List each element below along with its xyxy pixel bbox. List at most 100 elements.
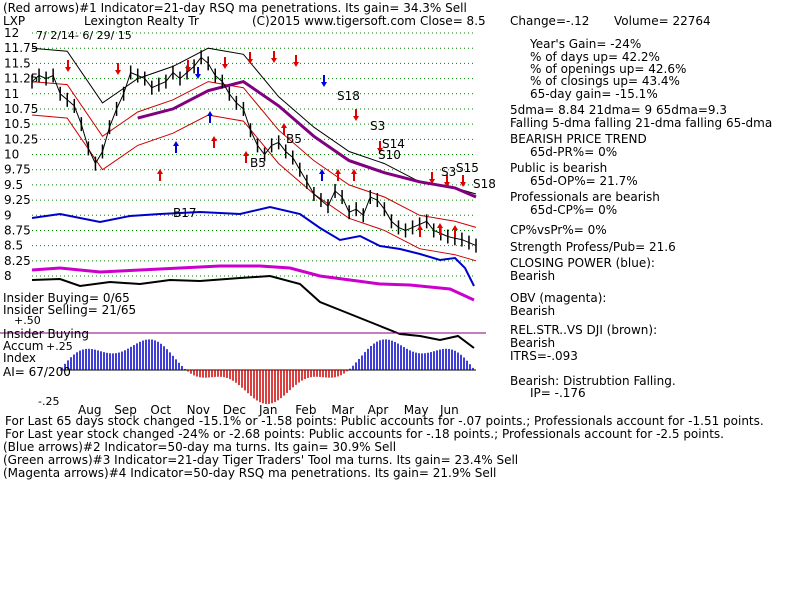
days-up: % of days up= 42.2% <box>530 50 660 64</box>
price-grid <box>32 32 476 277</box>
ma21-line <box>31 81 477 228</box>
cpvspr: CP%vsPr%= 0% <box>510 223 607 237</box>
red-sell-arrow-icon <box>377 148 383 153</box>
red-sell-arrow-icon <box>115 70 121 75</box>
rel-str-line <box>31 274 475 349</box>
bottom-magenta-arrows: (Magenta arrows)#4 Indicator=50-day RSQ … <box>3 466 497 480</box>
y-tick-label: 9.25 <box>4 193 31 207</box>
volume-value: Volume= 22764 <box>614 14 711 28</box>
obv-title: OBV (magenta): <box>510 291 607 305</box>
trend-title: BEARISH PRICE TREND <box>510 132 647 146</box>
signal-s10: S10 <box>378 148 401 162</box>
y-tick-label: 9.5 <box>4 178 23 192</box>
plus50-label: +.50 <box>14 314 41 327</box>
price-line <box>31 56 477 247</box>
x-tick-label: Aug <box>78 403 101 417</box>
source-credit: (C)2015 www.tigersoft.com <box>252 14 416 28</box>
red-sell-arrow-icon <box>185 67 191 72</box>
red-sell-arrow-icon <box>247 59 253 64</box>
red-buy-arrow-icon <box>243 151 249 156</box>
ip-value: IP= -.176 <box>530 386 586 400</box>
closings-up: % of closings up= 43.4% <box>530 74 680 88</box>
signal-s18-b: S18 <box>473 177 496 191</box>
red-sell-arrow-icon <box>444 182 450 187</box>
index-label: Index <box>3 351 37 365</box>
minus25-label: -.25 <box>38 395 60 408</box>
cp-value: 65d-CP%= 0% <box>530 203 618 217</box>
close-value: Close= 8.5 <box>420 14 486 28</box>
header-indicator-line: (Red arrows)#1 Indicator=21-day RSQ ma p… <box>3 1 467 15</box>
y-tick-label: 8.5 <box>4 239 23 253</box>
x-tick-label: May <box>404 403 429 417</box>
red-buy-arrow-icon <box>417 225 423 230</box>
blue-sell-arrow-icon <box>195 74 201 79</box>
upper-band-line <box>31 47 477 195</box>
y-tick-label: 11.5 <box>4 56 31 70</box>
closing-power-title: CLOSING POWER (blue): <box>510 256 655 270</box>
pro-title: Professionals are bearish <box>510 190 660 204</box>
x-tick-label: Feb <box>295 403 316 417</box>
signal-arrows <box>65 51 466 237</box>
insider-buying-label: Insider Buying <box>3 327 89 341</box>
x-tick-label: Sep <box>114 403 137 417</box>
price-lines <box>31 50 477 253</box>
public-title: Public is bearish <box>510 161 608 175</box>
pr-value: 65d-PR%= 0% <box>530 145 618 159</box>
x-tick-label: Oct <box>150 403 171 417</box>
insider-selling: Insider Selling= 21/65 <box>3 303 137 317</box>
red-sell-arrow-icon <box>460 182 466 187</box>
y-tick-label: 10.75 <box>4 102 38 116</box>
red-sell-arrow-icon <box>65 67 71 72</box>
signal-s3-a: S3 <box>370 119 386 133</box>
ai-value: AI= 67/200 <box>3 365 71 379</box>
y-tick-label: 8 <box>4 269 12 283</box>
closing-power-value: Bearish <box>510 269 556 283</box>
red-sell-arrow-icon <box>271 58 277 63</box>
change-value: Change=-.12 <box>510 14 590 28</box>
x-tick-label: Mar <box>331 403 354 417</box>
y-tick-label: 11.25 <box>4 72 38 86</box>
obv-value: Bearish <box>510 304 556 318</box>
strength: Strength Profess/Pub= 21.6 <box>510 240 676 254</box>
red-buy-arrow-icon <box>211 136 217 141</box>
red-buy-arrow-icon <box>157 169 163 174</box>
signal-b17: B17 <box>173 206 197 220</box>
symbol: LXP <box>3 14 26 28</box>
insider-buying: Insider Buying= 0/65 <box>3 291 130 305</box>
x-tick-label: Jan <box>258 403 278 417</box>
closing-power-line <box>31 205 475 287</box>
accum-index-histogram <box>60 339 476 404</box>
y-tick-labels: 1211.7511.511.251110.7510.510.25109.759.… <box>4 26 38 283</box>
red-buy-arrow-icon <box>351 169 357 174</box>
blue-sell-arrow-icon <box>321 82 327 87</box>
y-tick-label: 12 <box>4 26 19 40</box>
signal-s14: S14 <box>382 137 405 151</box>
bearish-distribution: Bearish: Distrubtion Falling. <box>510 374 676 388</box>
bottom-line-65days: For Last 65 days stock changed -15.1% or… <box>5 414 764 428</box>
lower-band-line <box>31 114 477 262</box>
company-name: Lexington Realty Tr <box>84 14 199 28</box>
signal-b5-a: B5 <box>250 156 266 170</box>
red-sell-arrow-icon <box>353 116 359 121</box>
bottom-green-arrows: (Green arrows)#3 Indicator=21-day Tiger … <box>3 453 519 467</box>
red-buy-arrow-icon <box>335 169 341 174</box>
plus25-label: +.25 <box>46 340 73 353</box>
y-tick-label: 9 <box>4 208 12 222</box>
red-sell-arrow-icon <box>429 179 435 184</box>
x-tick-label: Nov <box>187 403 210 417</box>
y-tick-label: 10.25 <box>4 132 38 146</box>
signal-s18-a: S18 <box>337 89 360 103</box>
x-tick-label: Apr <box>368 403 389 417</box>
itrs-value: ITRS=-.093 <box>510 349 578 363</box>
signal-s3-b: S3 <box>441 165 457 179</box>
red-buy-arrow-icon <box>281 123 287 128</box>
bottom-line-year: For Last year stock changed -24% or -2.6… <box>5 427 724 441</box>
y-tick-label: 11 <box>4 87 19 101</box>
bottom-blue-arrows: (Blue arrows)#2 Indicator=50-day ma turn… <box>3 440 397 454</box>
y-tick-label: 10 <box>4 148 19 162</box>
y-tick-label: 9.75 <box>4 163 31 177</box>
obv-line <box>31 264 475 302</box>
x-tick-labels: Aug Sep Oct Nov Dec Jan Feb Mar Apr May Jun <box>78 403 459 417</box>
dma-values: 5dma= 8.84 21dma= 9 65dma=9.3 <box>510 103 728 117</box>
y-tick-label: 11.75 <box>4 41 38 55</box>
